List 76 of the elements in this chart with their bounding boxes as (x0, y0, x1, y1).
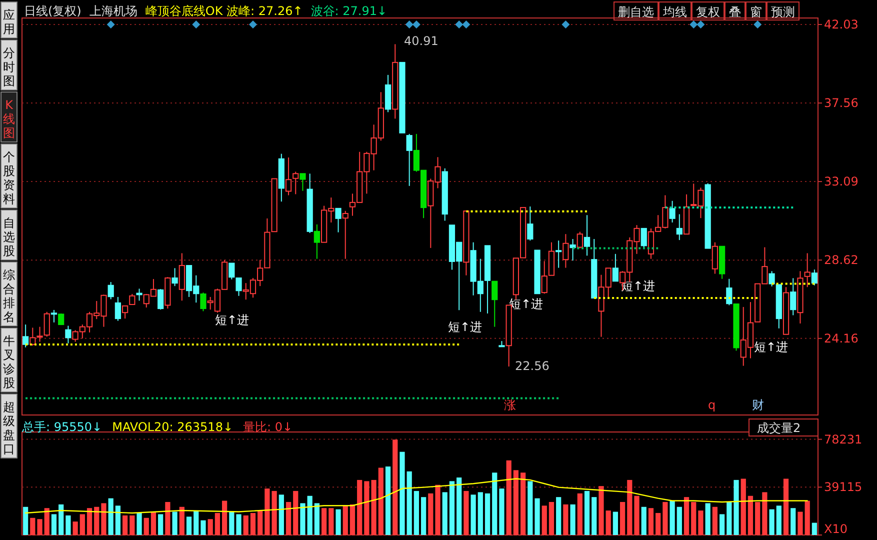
text: 牛叉诊股 (3, 334, 15, 390)
text: K线图 (3, 98, 15, 140)
chart-title: 上海机场 (89, 4, 138, 18)
candlestick (612, 253, 619, 282)
candlestick (129, 293, 136, 306)
candlestick (22, 324, 29, 348)
candlestick (172, 268, 178, 287)
annotation: 短↑进 (754, 340, 788, 354)
candlestick (285, 156, 292, 196)
text: 应用 (3, 8, 15, 36)
candlestick (50, 309, 58, 323)
candlestick (576, 231, 583, 249)
candlestick (300, 173, 306, 192)
annotation: MAVOL20: 263518↓ (112, 420, 234, 434)
y-tick-label: 37.56 (824, 96, 858, 110)
annotation: 40.91 (404, 34, 438, 48)
candlestick (562, 234, 569, 268)
annotation: 短↑进 (215, 313, 250, 327)
text: 分时图 (3, 46, 15, 88)
y-tick-label: 42.03 (824, 18, 858, 32)
candlestick (527, 206, 534, 242)
annotation: 总手: 95550↓ (21, 420, 102, 434)
text: 超级盘口 (3, 400, 15, 456)
annotation: 涨 (504, 398, 516, 412)
annotation: 22.56 (515, 359, 550, 373)
candlestick (570, 238, 576, 262)
text: 个股资料 (3, 150, 15, 206)
candlestick (292, 171, 299, 195)
annotation: 复权 (696, 5, 720, 19)
candlestick (314, 224, 320, 260)
annotation: q (708, 398, 716, 412)
y-tick-label: 28.62 (824, 253, 858, 268)
annotation: 成交量2 (757, 421, 801, 435)
chart-subtitle: 峰顶谷底线OK 波峰: 27.26↑ (145, 4, 303, 18)
candlestick (65, 325, 72, 344)
candlestick (556, 240, 562, 268)
y-tick-label: X10 (824, 522, 848, 536)
candlestick (811, 269, 818, 286)
candlestick (228, 262, 235, 280)
candlestick (584, 214, 590, 256)
candlestick (108, 282, 114, 300)
candlestick (406, 133, 412, 186)
y-tick-label: 78231 (824, 432, 862, 446)
candlestick (726, 278, 732, 306)
candlestick (178, 252, 185, 302)
y-tick-label: 39115 (824, 480, 862, 494)
annotation: 窗 (750, 5, 762, 19)
annotation: 预测 (771, 5, 795, 19)
text: 日线(复权) (24, 4, 82, 18)
annotation: 均线 (662, 5, 687, 19)
annotation: 财 (752, 398, 764, 412)
candlestick (676, 214, 682, 241)
annotation: 短↑进 (448, 320, 482, 334)
candlestick (804, 252, 810, 288)
candlestick (335, 208, 342, 233)
candlestick (236, 277, 242, 296)
text: 波谷: 27.91↓ (310, 4, 388, 18)
candlestick (669, 200, 676, 223)
candlestick (44, 311, 50, 338)
candlestick (640, 228, 647, 250)
annotation: 叠 (729, 5, 741, 19)
y-tick-label: 33.09 (824, 174, 858, 189)
candlestick (114, 296, 122, 322)
text: 综合排名 (3, 268, 15, 324)
candlestick (492, 280, 498, 328)
candlestick (122, 305, 128, 320)
text: 自选股 (3, 216, 15, 258)
candlestick (712, 242, 718, 274)
y-tick-label: 24.16 (824, 331, 858, 346)
annotation: 删自选 (618, 5, 654, 19)
candlestick (158, 288, 164, 310)
candlestick (200, 292, 206, 312)
candlestick (136, 288, 142, 302)
candlestick (790, 278, 796, 316)
annotation: 量比: 0↓ (243, 420, 293, 434)
candlestick (342, 210, 348, 260)
